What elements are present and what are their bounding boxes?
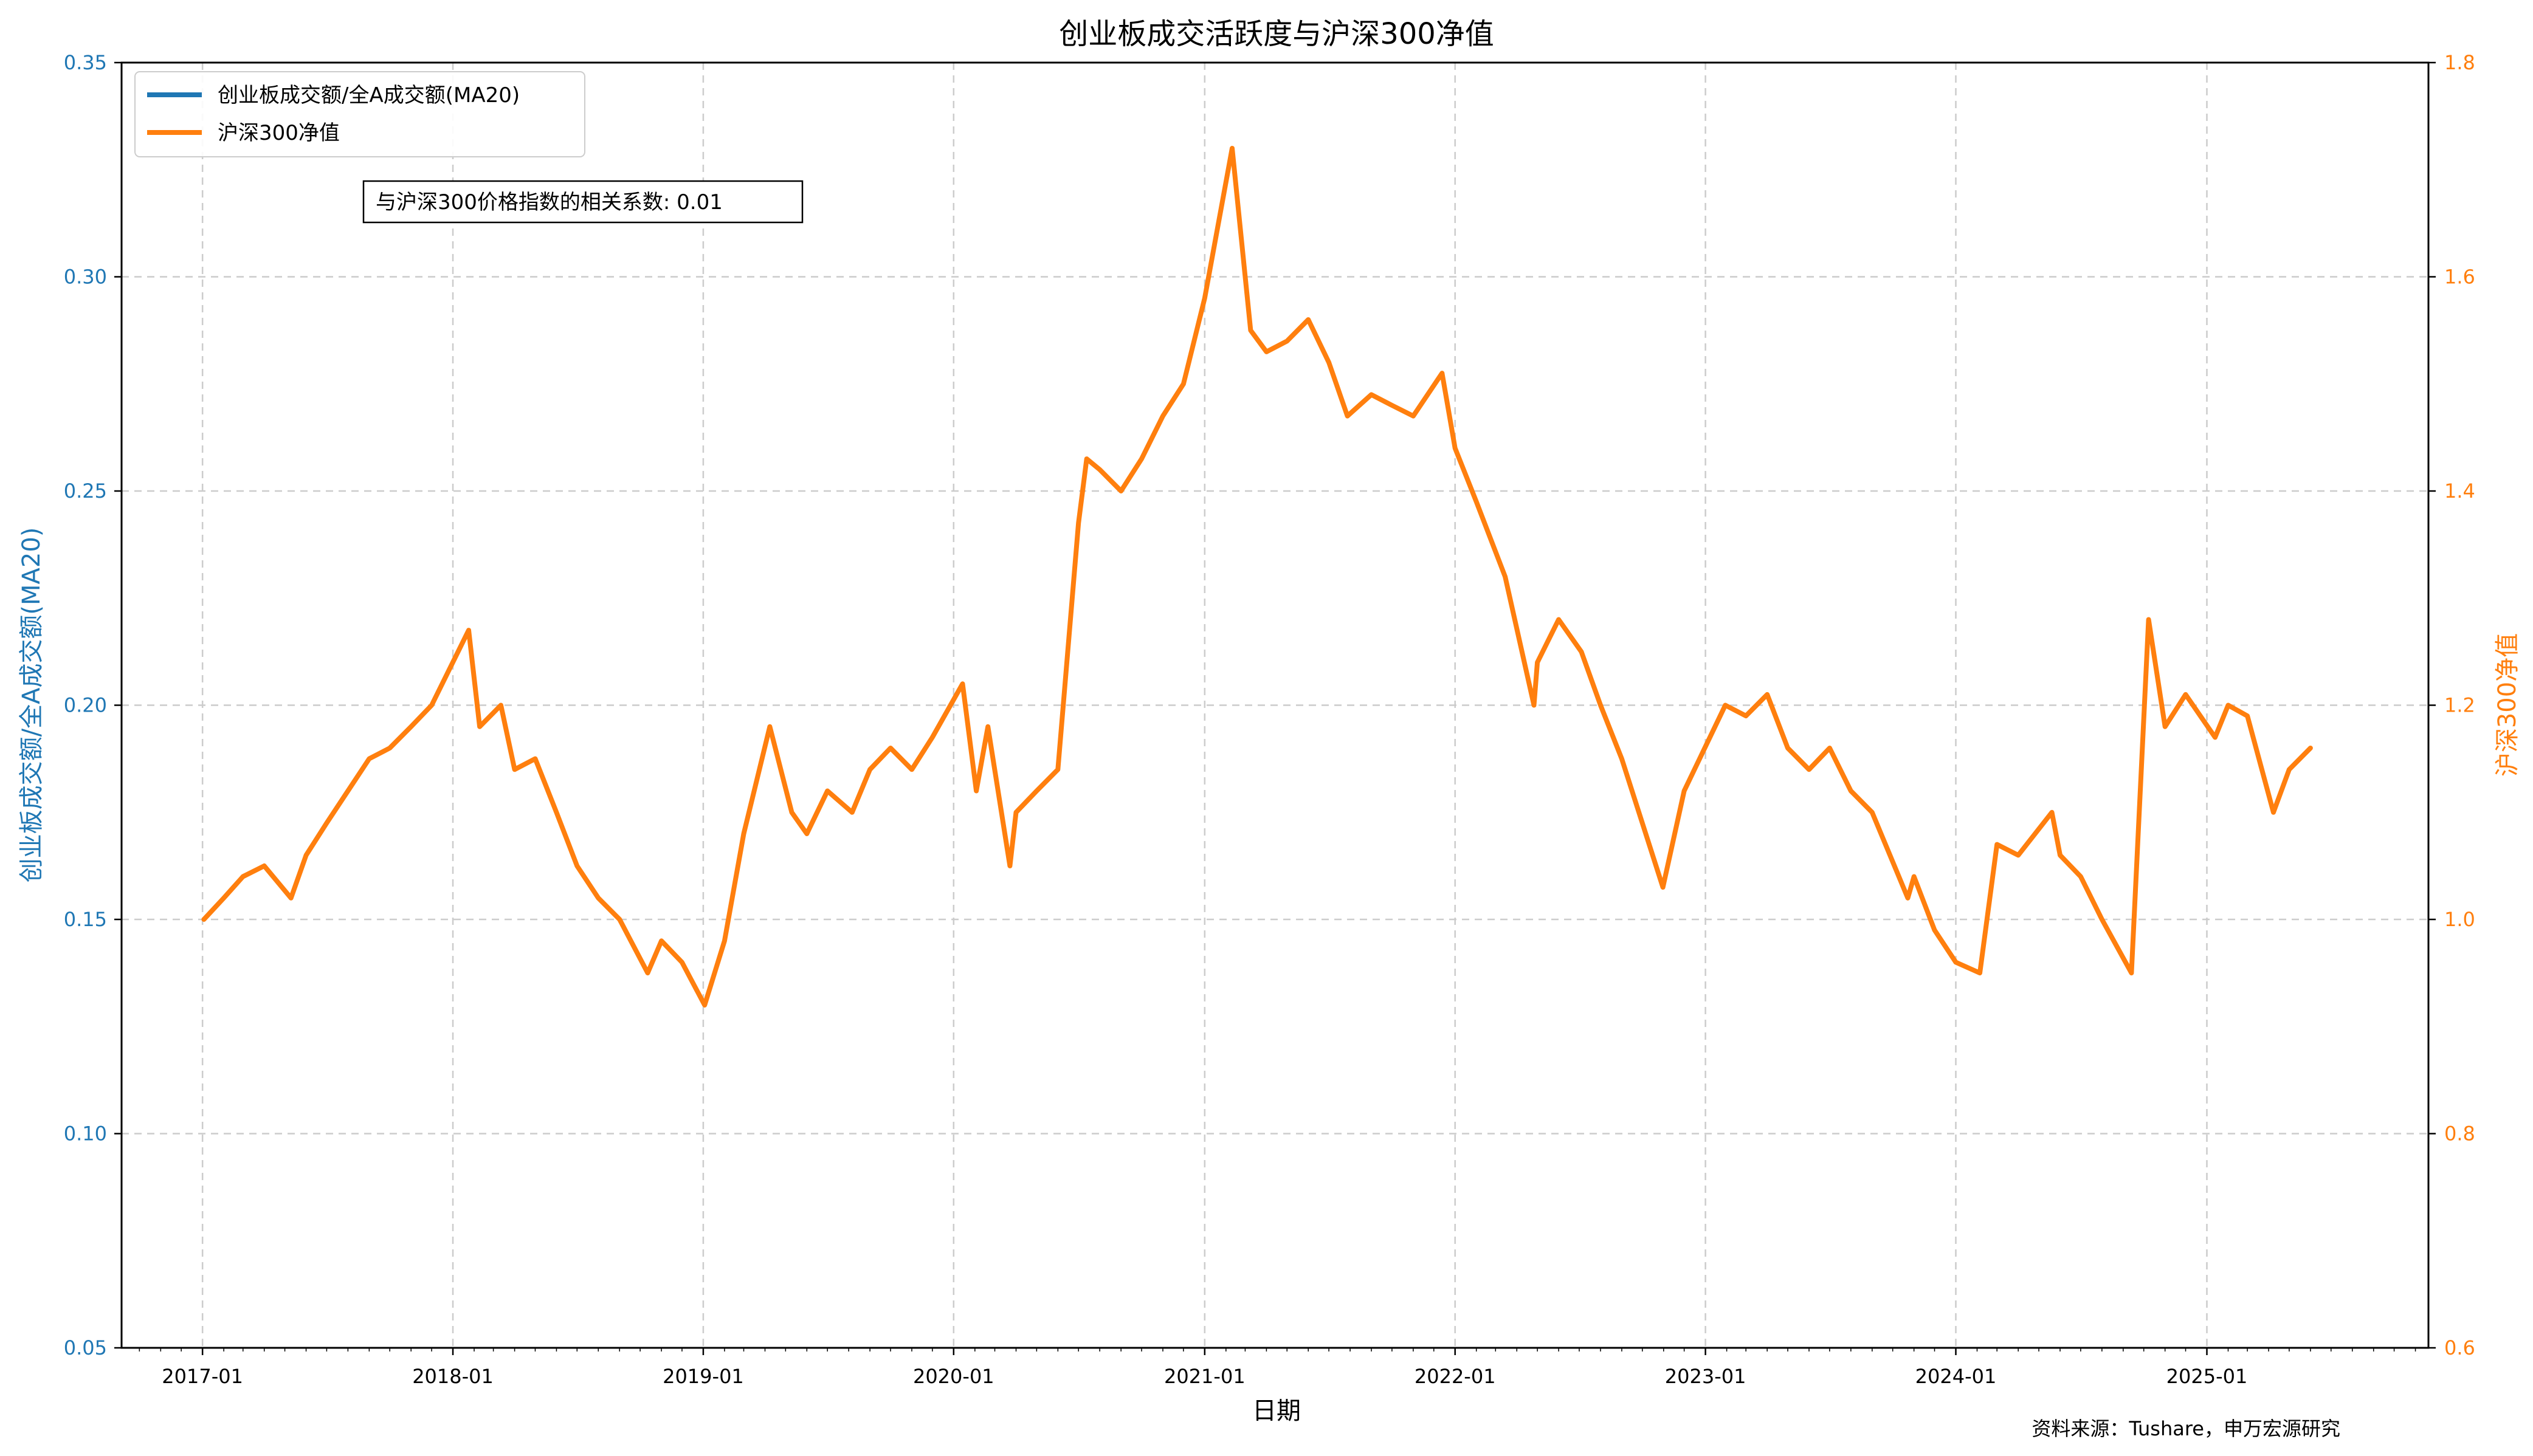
x-tick-label: 2022-01 (1415, 1365, 1496, 1388)
series-layer (201, 146, 2313, 1008)
legend-frame (134, 71, 585, 157)
x-tick-label: 2017-01 (162, 1365, 243, 1388)
x-tick-label: 2023-01 (1665, 1365, 1746, 1388)
y-right-tick-label: 0.6 (2444, 1336, 2475, 1359)
axes: 2017-01 2018-01 2019-01 2020-01 2021-01 2022-… (64, 51, 2475, 1388)
y-left-tick-label: 0.20 (64, 694, 107, 717)
legend-label-right-series: 沪深300净值 (218, 121, 340, 145)
annotation-text: 与沪深300价格指数的相关系数: 0.01 (376, 190, 723, 215)
y-left-tick-label: 0.30 (64, 266, 107, 289)
x-tick-label: 2019-01 (663, 1365, 744, 1388)
x-axis-label: 日期 (1252, 1397, 1301, 1425)
grid (122, 61, 2428, 1349)
y-axis-left-label: 创业板成交额/全A成交额(MA20) (18, 527, 46, 883)
legend-label-left-series: 创业板成交额/全A成交额(MA20) (218, 83, 520, 108)
legend: 创业板成交额/全A成交额(MA20) 沪深300净值 (134, 71, 585, 157)
y-right-tick-label: 1.6 (2444, 266, 2475, 289)
x-tick-label: 2024-01 (1915, 1365, 1997, 1388)
x-tick-label: 2021-01 (1164, 1365, 1246, 1388)
y-right-tick-label: 1.4 (2444, 479, 2475, 503)
x-tick-label: 2020-01 (913, 1365, 994, 1388)
y-left-tick-label: 0.05 (64, 1336, 107, 1359)
correlation-annotation: 与沪深300价格指数的相关系数: 0.01 (362, 180, 804, 224)
y-left-tick-label: 0.25 (64, 479, 107, 503)
y-right-tick-label: 0.8 (2444, 1122, 2475, 1145)
annotation-box (362, 180, 804, 224)
y-right-tick-label: 1.8 (2444, 51, 2475, 74)
chart-title: 创业板成交活跃度与沪深300净值 (1059, 17, 1494, 51)
source-note: 资料来源：Tushare，申万宏源研究 (2032, 1417, 2340, 1440)
series-line-csi300-nav (201, 146, 2313, 1008)
y-left-tick-label: 0.35 (64, 51, 107, 74)
y-right-tick-label: 1.0 (2444, 908, 2475, 931)
y-axis-right-label: 沪深300净值 (2493, 633, 2521, 777)
x-tick-label: 2025-01 (2166, 1365, 2248, 1388)
x-tick-label: 2018-01 (412, 1365, 494, 1388)
y-right-tick-label: 1.2 (2444, 694, 2475, 717)
y-left-tick-label: 0.15 (64, 908, 107, 931)
y-left-tick-label: 0.10 (64, 1122, 107, 1145)
